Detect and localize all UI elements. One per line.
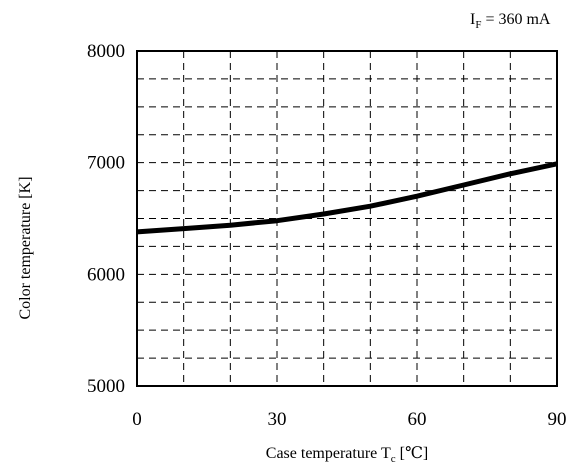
x-axis-label-text: Case temperature — [266, 445, 378, 462]
grid — [137, 51, 557, 386]
y-tick-label: 6000 — [87, 264, 125, 285]
series-line-0 — [136, 161, 558, 235]
y-tick-label: 7000 — [87, 153, 125, 174]
y-tick-labels: 5000 6000 7000 8000 — [87, 41, 125, 397]
x-tick-label: 60 — [408, 409, 427, 430]
x-axis-label: Case temperature Tc [℃] — [266, 445, 428, 465]
current-annotation: IF = 360 mA — [470, 11, 551, 31]
x-tick-label: 30 — [268, 409, 287, 430]
y-tick-label: 5000 — [87, 376, 125, 397]
annotation-symbol: I — [470, 11, 475, 28]
y-axis-label: Color temperature [K] — [17, 176, 34, 319]
x-tick-labels: 0 30 60 90 — [132, 409, 566, 430]
plot-frame — [136, 50, 558, 387]
annotation-value: = 360 mA — [481, 11, 550, 28]
x-tick-label: 0 — [132, 409, 142, 430]
x-tick-label: 90 — [548, 409, 567, 430]
x-axis-unit: [℃] — [400, 445, 429, 462]
x-axis-symbol: T — [381, 445, 391, 462]
x-axis-subscript: c — [391, 453, 396, 465]
annotation-subscript: F — [475, 19, 481, 31]
series-group — [136, 161, 558, 235]
y-tick-label: 8000 — [87, 41, 125, 62]
